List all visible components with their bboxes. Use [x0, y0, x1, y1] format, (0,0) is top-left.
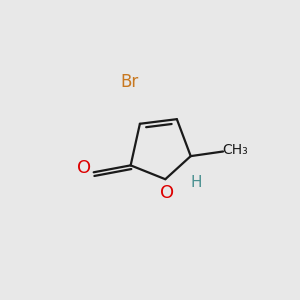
Text: O: O — [77, 159, 92, 177]
Text: CH₃: CH₃ — [222, 143, 248, 157]
Text: H: H — [191, 175, 202, 190]
Text: O: O — [160, 184, 174, 202]
Text: Br: Br — [120, 74, 139, 92]
